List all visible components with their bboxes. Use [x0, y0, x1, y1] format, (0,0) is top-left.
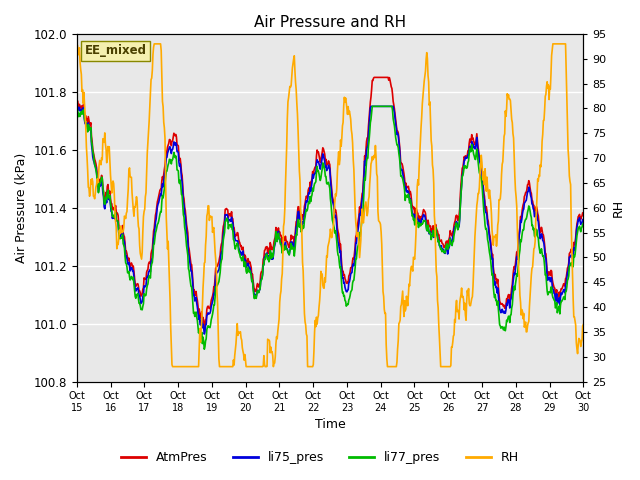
Line: RH: RH [77, 44, 583, 367]
Y-axis label: Air Pressure (kPa): Air Pressure (kPa) [15, 153, 28, 263]
Text: EE_mixed: EE_mixed [84, 44, 147, 58]
AtmPres [510, 264, 518, 269]
Y-axis label: RH: RH [612, 199, 625, 217]
li77_pres [397, 173, 404, 179]
li75_pres [579, 216, 587, 222]
RH [381, 311, 389, 316]
AtmPres [458, 165, 466, 171]
li77_pres [381, 104, 389, 109]
AtmPres [381, 74, 389, 80]
RH [458, 294, 466, 300]
Line: li77_pres: li77_pres [77, 107, 583, 349]
Line: AtmPres: AtmPres [77, 77, 583, 328]
AtmPres [397, 160, 404, 166]
li77_pres [579, 220, 587, 226]
li77_pres [73, 109, 81, 115]
AtmPres [579, 210, 587, 216]
Legend: AtmPres, li75_pres, li77_pres, RH: AtmPres, li75_pres, li77_pres, RH [116, 446, 524, 469]
AtmPres [73, 99, 81, 105]
li75_pres [397, 167, 404, 172]
li75_pres [74, 104, 81, 109]
li77_pres [200, 347, 208, 352]
Title: Air Pressure and RH: Air Pressure and RH [254, 15, 406, 30]
li77_pres [104, 187, 112, 193]
li75_pres [510, 270, 518, 276]
RH [510, 155, 518, 161]
li77_pres [369, 104, 376, 109]
AtmPres [104, 181, 112, 187]
RH [73, 43, 81, 48]
RH [579, 322, 587, 327]
li77_pres [510, 284, 518, 289]
RH [150, 41, 158, 47]
li77_pres [458, 174, 466, 180]
AtmPres [200, 325, 208, 331]
RH [104, 144, 112, 149]
li75_pres [458, 173, 466, 179]
RH [169, 364, 177, 370]
Line: li75_pres: li75_pres [77, 107, 583, 334]
li75_pres [381, 104, 389, 109]
RH [369, 154, 376, 159]
li75_pres [369, 104, 376, 109]
li75_pres [200, 331, 208, 337]
RH [397, 303, 404, 309]
li77_pres [368, 110, 376, 116]
li75_pres [73, 105, 81, 110]
li75_pres [105, 196, 113, 202]
X-axis label: Time: Time [315, 419, 346, 432]
AtmPres [371, 74, 378, 80]
AtmPres [368, 87, 376, 93]
